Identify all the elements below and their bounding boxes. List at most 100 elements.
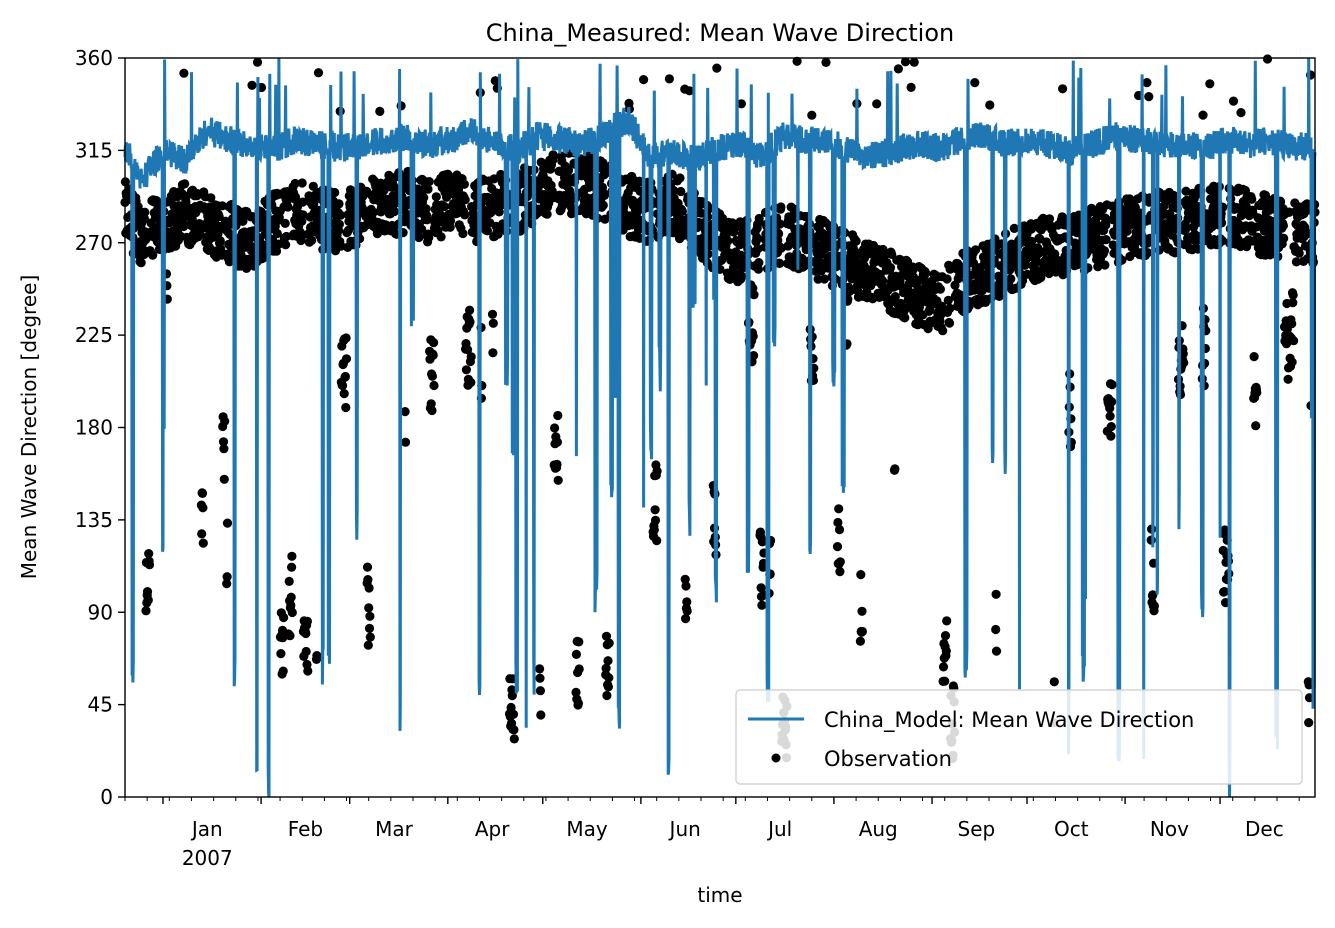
- observation-point: [339, 389, 349, 399]
- legend-observation-label: Observation: [824, 747, 952, 771]
- observation-point: [141, 606, 151, 616]
- observation-point: [206, 193, 216, 203]
- observation-point: [424, 232, 434, 243]
- observation-point: [598, 158, 608, 168]
- observation-point: [429, 380, 439, 391]
- observation-point: [602, 690, 612, 701]
- observation-point: [439, 201, 449, 212]
- observation-point: [935, 284, 946, 294]
- observation-point: [938, 662, 949, 672]
- observation-point: [775, 219, 785, 229]
- observation-point: [752, 232, 762, 243]
- observation-point: [218, 437, 229, 447]
- observation-point: [290, 178, 300, 189]
- observation-point: [571, 649, 582, 660]
- observation-point: [179, 220, 189, 230]
- observation-point: [290, 192, 301, 202]
- observation-point: [991, 624, 1001, 635]
- observation-point: [287, 607, 297, 618]
- observation-point: [921, 268, 931, 278]
- observation-point: [970, 78, 980, 88]
- observation-point: [142, 587, 153, 597]
- observation-point: [460, 210, 470, 220]
- observation-point: [259, 253, 269, 263]
- observation-point: [890, 464, 900, 474]
- observation-point: [330, 187, 340, 198]
- observation-point: [1249, 352, 1259, 362]
- observation-point: [1128, 210, 1138, 220]
- x-tick-label: Jun: [668, 817, 701, 841]
- observation-point: [426, 399, 436, 409]
- observation-point: [942, 616, 952, 626]
- observation-point: [938, 326, 948, 336]
- observation-point: [943, 295, 953, 305]
- observation-point: [307, 235, 317, 245]
- observation-point: [542, 209, 552, 219]
- x-tick-label: Jan: [190, 817, 223, 841]
- x-tick-label: Sep: [958, 817, 996, 841]
- observation-point: [509, 725, 519, 735]
- observation-point: [676, 186, 686, 197]
- observation-point: [684, 86, 695, 96]
- observation-point: [909, 57, 919, 67]
- observation-point: [197, 488, 208, 498]
- y-tick-label: 0: [100, 785, 113, 809]
- observation-point: [1100, 260, 1110, 270]
- observation-point: [650, 505, 660, 515]
- observation-point: [1278, 220, 1288, 231]
- observation-point: [1101, 235, 1111, 245]
- observation-point: [1099, 246, 1110, 256]
- observation-point: [252, 57, 263, 67]
- observation-point: [819, 274, 830, 284]
- observation-point: [535, 664, 545, 674]
- observation-point: [756, 583, 766, 593]
- observation-point: [198, 503, 208, 513]
- y-tick-label: 90: [88, 600, 113, 624]
- observation-point: [553, 475, 563, 485]
- observation-point: [1148, 590, 1158, 600]
- observation-point: [465, 305, 475, 315]
- observation-point: [1044, 214, 1055, 224]
- observation-point: [550, 423, 560, 433]
- observation-point: [1251, 421, 1261, 431]
- observation-point: [197, 529, 207, 539]
- observation-point: [284, 576, 294, 587]
- observation-point: [436, 232, 446, 242]
- observation-point: [945, 303, 955, 313]
- observation-point: [649, 525, 659, 535]
- y-tick-label: 180: [75, 416, 113, 440]
- observation-point: [298, 210, 308, 220]
- observation-point: [1304, 718, 1314, 728]
- observation-point: [214, 211, 224, 222]
- observation-point: [940, 631, 951, 641]
- observation-point: [834, 504, 844, 514]
- observation-point: [364, 583, 374, 593]
- observation-point: [283, 193, 293, 203]
- x-tick-label: Mar: [375, 817, 414, 841]
- observation-point: [1105, 411, 1115, 421]
- observation-point: [427, 371, 437, 381]
- x-tick-sublabel: 2007: [182, 846, 233, 870]
- observation-point: [548, 152, 559, 162]
- observation-point: [835, 557, 845, 567]
- observation-point: [675, 173, 685, 183]
- observation-point: [536, 710, 546, 720]
- observation-point: [281, 240, 291, 250]
- chart-title: China_Measured: Mean Wave Direction: [486, 19, 954, 47]
- observation-point: [601, 663, 611, 673]
- observation-point: [338, 380, 348, 391]
- y-tick-label: 360: [75, 46, 113, 70]
- observation-point: [535, 686, 546, 696]
- observation-point: [604, 638, 614, 648]
- observation-point: [461, 365, 471, 375]
- observation-point: [148, 250, 158, 260]
- observation-point: [1205, 79, 1215, 89]
- x-tick-label: Dec: [1245, 817, 1284, 841]
- observation-point: [941, 646, 951, 656]
- observation-point: [994, 291, 1004, 301]
- observation-point: [1149, 601, 1159, 611]
- observation-point: [748, 331, 758, 341]
- observation-point: [681, 581, 691, 591]
- observation-point: [563, 165, 574, 175]
- observation-point: [775, 258, 785, 268]
